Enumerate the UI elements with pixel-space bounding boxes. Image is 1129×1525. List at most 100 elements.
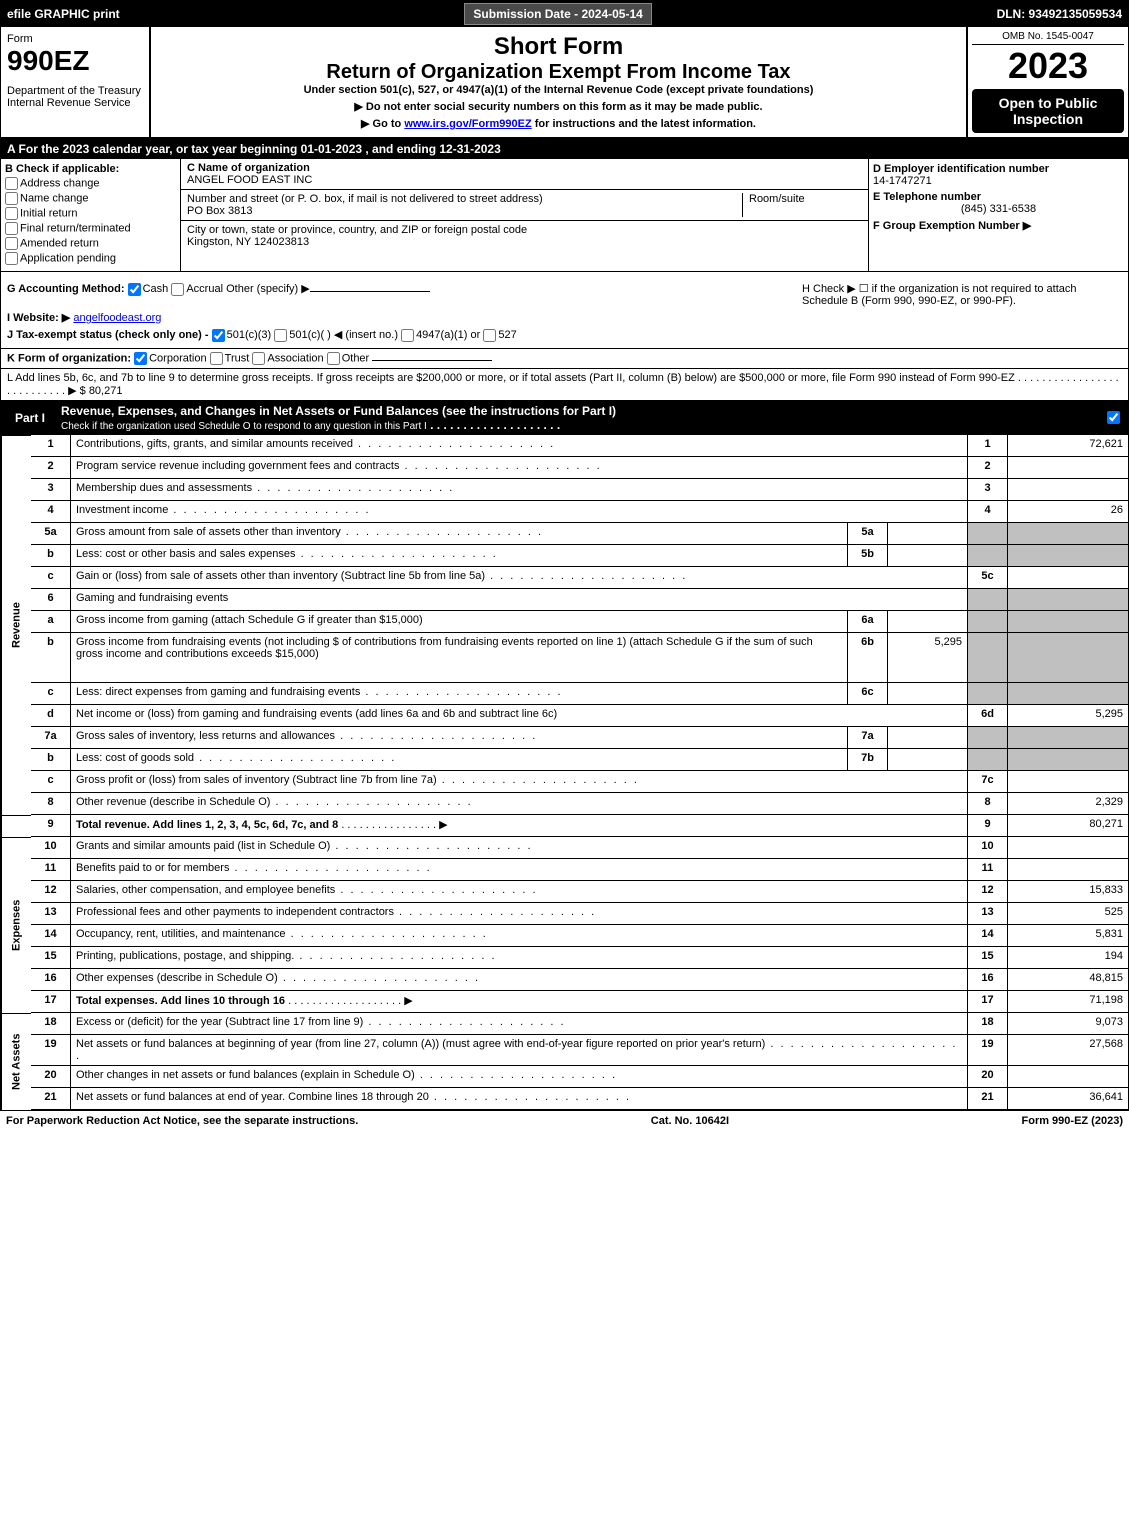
chk-application-pending[interactable]: Application pending [5,252,176,265]
irs-link[interactable]: www.irs.gov/Form990EZ [404,118,531,130]
instr-goto: ▶ Go to www.irs.gov/Form990EZ for instru… [157,117,960,130]
ln6b-sub: 6b [848,633,888,683]
phone-value: (845) 331-6538 [873,203,1124,215]
chk-501c[interactable] [274,329,287,342]
ln5b-sub: 5b [848,545,888,567]
ln2-val [1008,457,1128,479]
ln8-desc: Other revenue (describe in Schedule O) [71,793,968,815]
ln18-n: 18 [31,1013,71,1035]
room-suite-label: Room/suite [742,193,862,217]
ln5a-n: 5a [31,523,71,545]
chk-accrual[interactable] [171,283,184,296]
submission-date-button[interactable]: Submission Date - 2024-05-14 [464,3,651,25]
ln14-val: 5,831 [1008,925,1128,947]
ln17-val: 71,198 [1008,991,1128,1013]
org-street: PO Box 3813 [187,205,742,217]
chk-501c3[interactable] [212,329,225,342]
footer-center: Cat. No. 10642I [651,1115,729,1127]
title-short-form: Short Form [157,33,960,61]
dln-label: DLN: 93492135059534 [997,7,1122,21]
ln6c-subval [888,683,968,705]
chk-corporation[interactable] [134,352,147,365]
form-header: Form 990EZ Department of the Treasury In… [1,27,1128,139]
ln10-n: 10 [31,837,71,859]
netassets-vlabel: Net Assets [1,1013,31,1110]
ln11-desc: Benefits paid to or for members [71,859,968,881]
ln13-n: 13 [31,903,71,925]
c-city-row: City or town, state or province, country… [181,221,868,251]
form-number: 990EZ [7,45,143,77]
ln20-val [1008,1066,1128,1088]
ln6d-val: 5,295 [1008,705,1128,727]
chk-initial-return[interactable]: Initial return [5,207,176,220]
ln9-val: 80,271 [1008,815,1128,837]
ln15-n: 15 [31,947,71,969]
ln3-val [1008,479,1128,501]
ln6a-desc: Gross income from gaming (attach Schedul… [71,611,848,633]
ln7a-sub: 7a [848,727,888,749]
title-return: Return of Organization Exempt From Incom… [157,61,960,84]
chk-address-change[interactable]: Address change [5,177,176,190]
chk-final-return[interactable]: Final return/terminated [5,222,176,235]
l-amount: $ 80,271 [80,385,123,397]
ln11-n: 11 [31,859,71,881]
chk-schedule-o[interactable] [1107,411,1120,424]
ln7b-n: b [31,749,71,771]
ln6d-n: d [31,705,71,727]
chk-association[interactable] [252,352,265,365]
ln2-desc: Program service revenue including govern… [71,457,968,479]
ln19-num: 19 [968,1035,1008,1066]
ln6c-desc: Less: direct expenses from gaming and fu… [71,683,848,705]
ln20-n: 20 [31,1066,71,1088]
footer-left: For Paperwork Reduction Act Notice, see … [6,1115,358,1127]
ln16-val: 48,815 [1008,969,1128,991]
other-org-input[interactable] [372,360,492,361]
ln3-desc: Membership dues and assessments [71,479,968,501]
j-row: J Tax-exempt status (check only one) - 5… [7,328,1122,342]
ln15-val: 194 [1008,947,1128,969]
ln4-val: 26 [1008,501,1128,523]
ln1-n: 1 [31,435,71,457]
ln10-num: 10 [968,837,1008,859]
c-street-row: Number and street (or P. O. box, if mail… [181,190,868,221]
ln4-n: 4 [31,501,71,523]
ln15-desc: Printing, publications, postage, and shi… [71,947,968,969]
chk-amended-return[interactable]: Amended return [5,237,176,250]
ln18-val: 9,073 [1008,1013,1128,1035]
irs-label: Internal Revenue Service [7,97,143,109]
chk-527[interactable] [483,329,496,342]
tax-year: 2023 [972,45,1124,87]
chk-name-change[interactable]: Name change [5,192,176,205]
ln6b-n: b [31,633,71,683]
l-row: L Add lines 5b, 6c, and 7b to line 9 to … [1,369,1128,401]
ln8-num: 8 [968,793,1008,815]
ln14-desc: Occupancy, rent, utilities, and maintena… [71,925,968,947]
ln5a-subval [888,523,968,545]
other-specify-input[interactable] [310,291,430,292]
ln9-n: 9 [31,815,71,837]
g-row: G Accounting Method: Cash Accrual Other … [7,282,802,307]
part-i-header: Part I Revenue, Expenses, and Changes in… [1,401,1128,435]
website-link[interactable]: angelfoodeast.org [73,312,161,324]
ln3-num: 3 [968,479,1008,501]
ln6-desc: Gaming and fundraising events [71,589,968,611]
ln15-num: 15 [968,947,1008,969]
chk-cash[interactable] [128,283,141,296]
ln14-num: 14 [968,925,1008,947]
ln6c-sub: 6c [848,683,888,705]
ln13-num: 13 [968,903,1008,925]
chk-other-org[interactable] [327,352,340,365]
ln7c-desc: Gross profit or (loss) from sales of inv… [71,771,968,793]
ln6a-n: a [31,611,71,633]
chk-4947[interactable] [401,329,414,342]
ln12-num: 12 [968,881,1008,903]
gh-block: G Accounting Method: Cash Accrual Other … [1,272,1128,349]
ln7c-num: 7c [968,771,1008,793]
ln17-desc: Total expenses. Add lines 10 through 16 … [71,991,968,1013]
ln7b-sub: 7b [848,749,888,771]
ln19-desc: Net assets or fund balances at beginning… [71,1035,968,1066]
chk-trust[interactable] [210,352,223,365]
ln2-n: 2 [31,457,71,479]
ln7b-subval [888,749,968,771]
ln10-desc: Grants and similar amounts paid (list in… [71,837,968,859]
